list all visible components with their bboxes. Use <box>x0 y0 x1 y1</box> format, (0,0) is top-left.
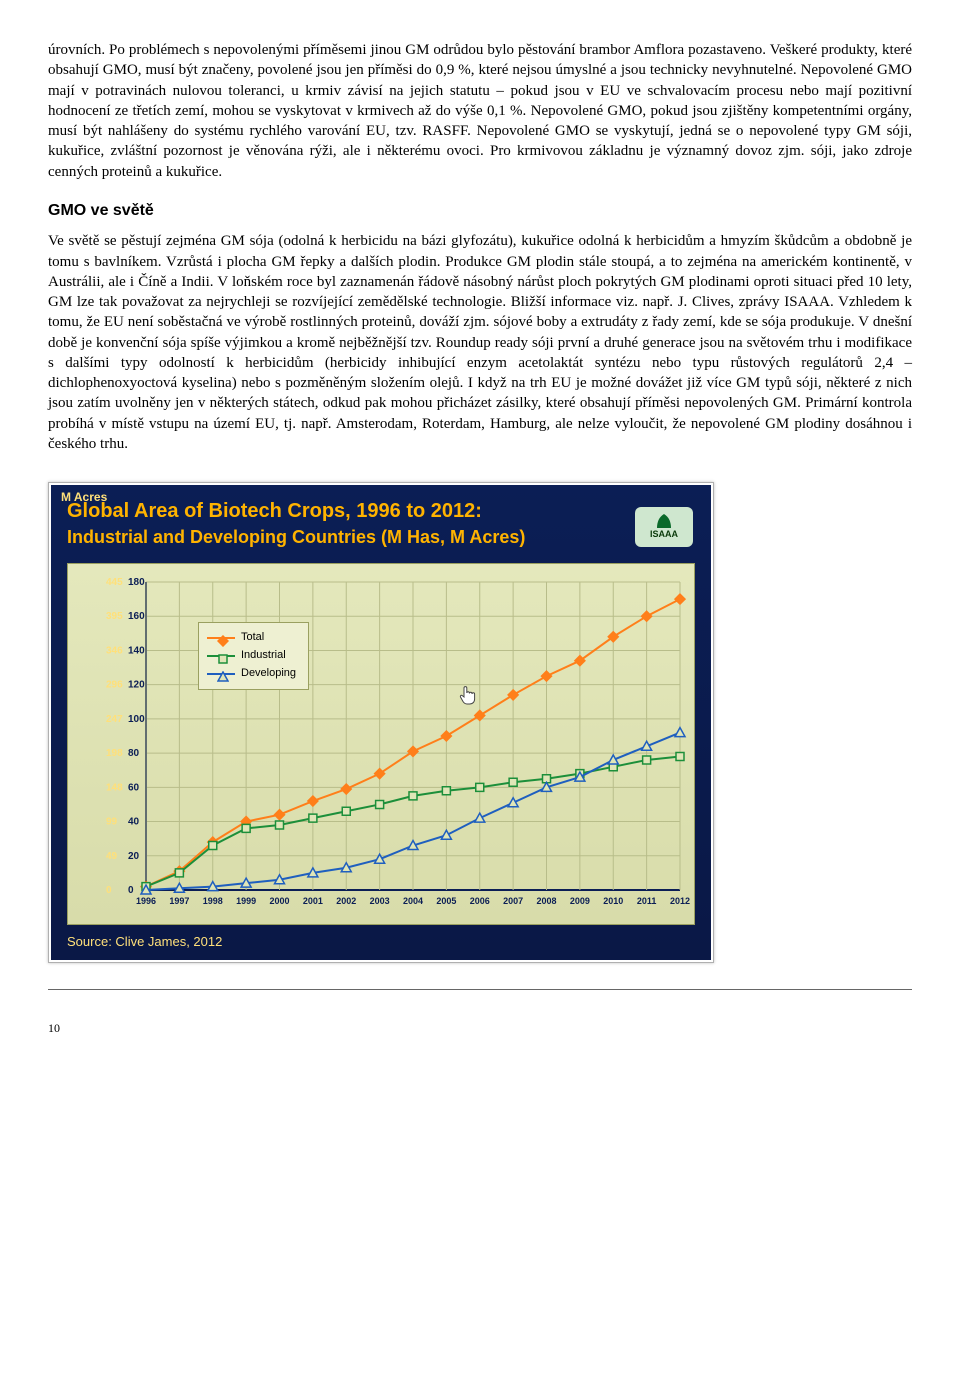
chart-legend: Total Industrial Developing <box>198 622 309 690</box>
chart-source: Source: Clive James, 2012 <box>67 933 695 951</box>
svg-text:2008: 2008 <box>536 896 556 906</box>
svg-text:2000: 2000 <box>269 896 289 906</box>
svg-text:99: 99 <box>106 816 118 827</box>
chart-plot-area: 1996199719981999200020012002200320042005… <box>67 563 695 925</box>
chart-title-line2: Industrial and Developing Countries (M H… <box>67 526 695 549</box>
legend-total-label: Total <box>241 630 264 645</box>
legend-industrial: Industrial <box>207 647 296 665</box>
svg-text:100: 100 <box>128 713 145 724</box>
legend-developing-label: Developing <box>241 666 296 681</box>
svg-text:1999: 1999 <box>236 896 256 906</box>
heading-gmo-world: GMO ve světě <box>48 200 912 222</box>
svg-text:2011: 2011 <box>637 896 657 906</box>
svg-text:180: 180 <box>128 577 145 588</box>
svg-text:80: 80 <box>128 748 140 759</box>
svg-text:2002: 2002 <box>336 896 356 906</box>
svg-text:296: 296 <box>106 679 123 690</box>
svg-text:2009: 2009 <box>570 896 590 906</box>
chart-title-line1: Global Area of Biotech Crops, 1996 to 20… <box>67 499 695 524</box>
legend-total: Total <box>207 629 296 647</box>
svg-text:198: 198 <box>106 748 123 759</box>
svg-text:2007: 2007 <box>503 896 523 906</box>
legend-industrial-label: Industrial <box>241 648 286 663</box>
svg-text:120: 120 <box>128 679 145 690</box>
svg-text:2006: 2006 <box>470 896 490 906</box>
svg-text:247: 247 <box>106 713 123 724</box>
svg-text:2004: 2004 <box>403 896 423 906</box>
svg-text:2001: 2001 <box>303 896 323 906</box>
svg-text:346: 346 <box>106 645 123 656</box>
svg-text:1998: 1998 <box>203 896 223 906</box>
svg-text:1997: 1997 <box>169 896 189 906</box>
footer-rule <box>48 989 912 990</box>
svg-text:395: 395 <box>106 611 123 622</box>
svg-text:40: 40 <box>128 816 140 827</box>
svg-text:20: 20 <box>128 850 140 861</box>
paragraph-1: úrovních. Po problémech s nepovolenými p… <box>48 40 912 182</box>
svg-text:160: 160 <box>128 611 145 622</box>
svg-text:445: 445 <box>106 577 123 588</box>
svg-text:2010: 2010 <box>603 896 623 906</box>
svg-text:2003: 2003 <box>370 896 390 906</box>
paragraph-2: Ve světě se pěstují zejména GM sója (odo… <box>48 231 912 454</box>
svg-text:2005: 2005 <box>436 896 456 906</box>
left-axis-title: M Acres <box>61 489 107 505</box>
svg-text:49: 49 <box>106 850 118 861</box>
svg-text:0: 0 <box>106 885 112 896</box>
svg-text:2012: 2012 <box>670 896 690 906</box>
svg-text:140: 140 <box>128 645 145 656</box>
svg-text:148: 148 <box>106 782 123 793</box>
page-number: 10 <box>48 1020 912 1036</box>
svg-text:0: 0 <box>128 885 134 896</box>
isaaa-logo: ISAAA <box>635 507 693 547</box>
svg-text:60: 60 <box>128 782 140 793</box>
hand-cursor-icon <box>458 684 478 706</box>
svg-text:1996: 1996 <box>136 896 156 906</box>
chart-container: ISAAA Global Area of Biotech Crops, 1996… <box>48 482 714 963</box>
legend-developing: Developing <box>207 665 296 683</box>
